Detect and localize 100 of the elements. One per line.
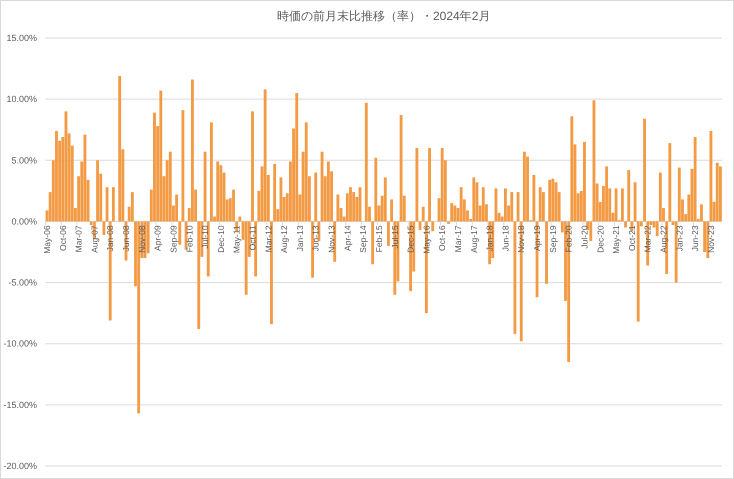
chart-title: 時価の前月末比推移（率）・2024年2月: [277, 9, 490, 23]
x-tick-label: Nov-08: [136, 225, 147, 253]
x-tick-label: Feb-10: [184, 225, 194, 252]
bar: [219, 165, 222, 222]
bar: [532, 174, 536, 222]
x-tick-label: Mar-07: [74, 225, 84, 252]
bar: [184, 221, 188, 250]
x-tick-label: Jun-18: [500, 225, 510, 252]
bar: [358, 187, 362, 222]
x-tick-label: Aug-12: [279, 225, 290, 253]
bar: [643, 118, 646, 222]
x-tick-label: May-16: [421, 225, 432, 254]
x-tick-label: Aug-17: [468, 225, 479, 253]
y-tick-label: -10.00%: [3, 338, 37, 349]
bar: [55, 130, 58, 222]
x-tick-label: Jul-15: [390, 225, 400, 249]
bar: [326, 162, 330, 222]
x-tick-label: Jun-08: [121, 225, 132, 252]
y-tick-label: -20.00%: [3, 461, 37, 471]
x-tick-label: Mar-22: [642, 225, 653, 252]
bar: [614, 188, 618, 222]
x-tick-label: Nov-18: [516, 225, 526, 253]
bar: [190, 80, 194, 222]
x-tick-label: Aug-07: [89, 225, 100, 253]
bar: [175, 194, 178, 222]
bar: [400, 115, 403, 222]
x-tick-label: Nov-13: [326, 225, 337, 253]
x-tick-label: Aug-22: [658, 225, 669, 253]
bar: [415, 148, 418, 222]
x-tick-label: Feb-20: [564, 225, 574, 252]
bar: [96, 160, 99, 222]
y-tick-label: 10.00%: [6, 94, 37, 104]
bar: [387, 221, 390, 246]
bar: [516, 192, 520, 222]
x-tick-label: Apr-09: [152, 225, 163, 251]
bar: [694, 137, 697, 222]
bar: [238, 216, 242, 222]
x-tick-label: Mar-12: [263, 225, 274, 252]
bar: [232, 190, 235, 222]
bar: [349, 187, 352, 222]
bar: [280, 177, 282, 222]
x-tick-label: Jan-23: [674, 225, 684, 252]
bar: [583, 142, 586, 222]
x-tick-label: Jul-20: [579, 225, 590, 249]
x-tick-label: Sep-09: [168, 225, 178, 253]
bar: [204, 152, 206, 222]
x-tick-label: Nov-23: [706, 225, 716, 253]
bar: [244, 221, 248, 295]
x-tick-label: Dec-10: [216, 225, 226, 253]
x-tick-label: Jan-13: [294, 225, 305, 252]
bar: [106, 187, 108, 222]
bar: [264, 89, 267, 222]
bar: [270, 221, 273, 324]
x-tick-label: Mar-17: [453, 225, 463, 252]
bar: [634, 182, 636, 222]
x-tick-label: Apr-19: [532, 225, 542, 251]
bar: [210, 122, 213, 222]
y-tick-label: 0.00%: [11, 216, 37, 226]
bar: [371, 221, 374, 264]
bar: [658, 172, 662, 222]
bar: [153, 112, 156, 222]
x-tick-label: Oct-21: [626, 225, 637, 251]
x-tick-label: Dec-20: [595, 225, 606, 253]
bar: [620, 188, 624, 222]
bar: [624, 221, 627, 228]
bar: [592, 100, 596, 222]
bar: [668, 143, 672, 222]
bar: [390, 199, 394, 222]
x-tick-label: Feb-15: [374, 225, 384, 252]
bar: [700, 204, 703, 222]
bar: [182, 110, 184, 222]
x-tick-label: Sep-14: [358, 225, 368, 253]
bar: [418, 221, 422, 230]
bar: [567, 221, 570, 362]
bar: [545, 221, 548, 284]
bar: [102, 221, 106, 235]
y-tick-label: 15.00%: [6, 33, 37, 43]
x-tick-label: Dec-15: [406, 225, 416, 253]
bar: [605, 166, 608, 222]
x-tick-label: May-06: [42, 225, 52, 254]
x-tick-label: Jan-08: [105, 225, 116, 252]
x-tick-label: Jun-23: [690, 225, 700, 252]
bar: [320, 152, 324, 222]
bar: [428, 148, 431, 222]
y-tick-label: -15.00%: [3, 400, 37, 410]
bar: [64, 111, 68, 222]
bar: [447, 221, 450, 224]
x-tick-label: Oct-11: [247, 225, 258, 250]
bar: [273, 164, 276, 222]
x-tick-label: Oct-16: [437, 225, 448, 251]
bar: [718, 166, 722, 222]
bar: [513, 221, 516, 334]
x-tick-label: Jun-13: [310, 225, 321, 252]
bar: [251, 111, 254, 222]
bar: [336, 194, 340, 222]
x-tick-label: May-11: [232, 225, 242, 254]
bar: [522, 152, 526, 222]
bar: [130, 192, 134, 222]
bar: [84, 134, 86, 222]
x-tick-label: Oct-06: [58, 225, 68, 251]
